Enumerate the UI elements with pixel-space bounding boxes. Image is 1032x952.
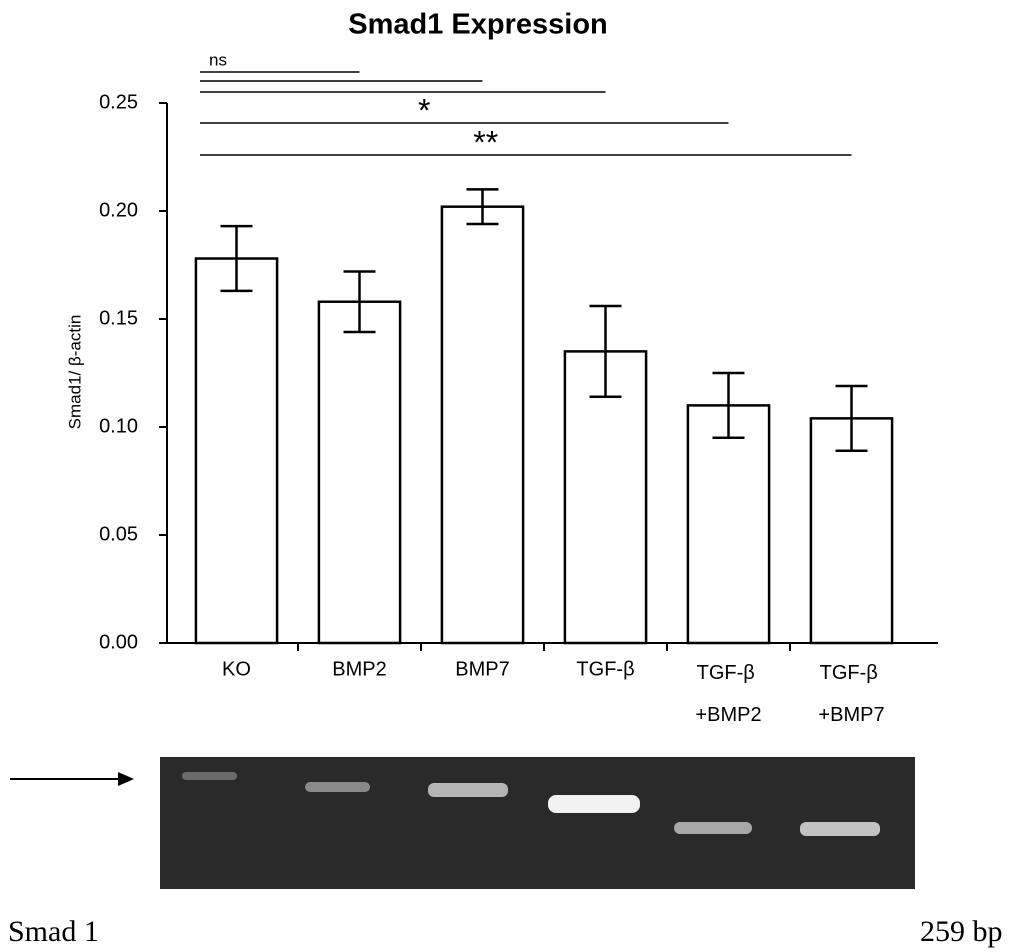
y-tick-label: 0.10 xyxy=(99,415,138,437)
gel-band xyxy=(182,772,237,780)
gel-band xyxy=(674,822,752,834)
significance-label: * xyxy=(418,92,430,128)
gel-label: Smad 1 xyxy=(8,915,99,948)
significance-label: ns xyxy=(209,50,227,69)
y-tick-label: 0.15 xyxy=(99,307,138,329)
bar xyxy=(811,418,892,643)
y-axis-label: Smad1/ β-actin xyxy=(65,315,84,430)
chart-title: Smad1 Expression xyxy=(348,9,608,41)
gel-band xyxy=(428,783,508,797)
y-tick-label: 0.25 xyxy=(99,91,138,113)
gel-band xyxy=(548,795,640,813)
x-tick-label: TGF-β +BMP2 xyxy=(695,662,761,726)
gel-band xyxy=(305,782,370,792)
y-tick-label: 0.20 xyxy=(99,199,138,221)
significance-label: ** xyxy=(473,124,498,160)
y-tick-label: 0.00 xyxy=(99,631,138,653)
chart: Smad1 Expression Smad1/ β-actin Smad 1 2… xyxy=(0,0,1032,952)
y-tick-label: 0.05 xyxy=(99,523,138,545)
bar xyxy=(442,207,523,643)
gel-size: 259 bp xyxy=(920,915,1003,948)
bar xyxy=(319,302,400,643)
arrow-head xyxy=(118,772,134,786)
gel xyxy=(10,757,915,889)
x-tick-label: BMP2 xyxy=(332,658,386,680)
gel-background xyxy=(160,757,915,889)
x-tick-label: KO xyxy=(222,658,251,680)
bar xyxy=(688,405,769,643)
x-tick-label: BMP7 xyxy=(455,658,509,680)
gel-band xyxy=(800,822,880,836)
x-tick-label: TGF-β xyxy=(576,658,634,680)
bar xyxy=(196,259,277,643)
x-tick-label: TGF-β +BMP7 xyxy=(818,662,884,726)
